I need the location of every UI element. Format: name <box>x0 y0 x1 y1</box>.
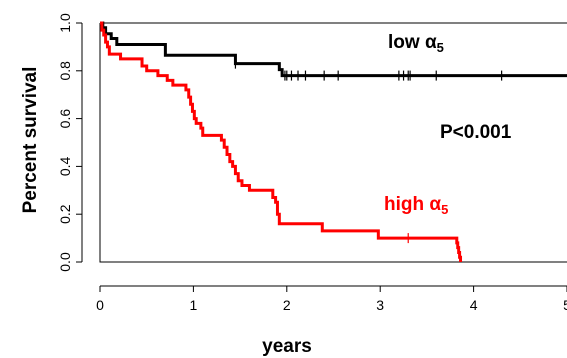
series-label-text: high α <box>384 194 441 215</box>
series-label-text: low α <box>388 32 437 53</box>
series-label: low α5 <box>388 32 444 55</box>
x-tick-label: 0 <box>96 297 104 313</box>
x-tick-label: 1 <box>190 297 198 313</box>
series-label-subscript: 5 <box>441 202 448 217</box>
series-label-subscript: 5 <box>437 40 444 55</box>
x-axis-label: years <box>262 336 312 357</box>
axes: 0 1 2 3 4 5 0.0 0.2 0.4 0.6 0.8 1.0 <box>57 13 567 313</box>
y-tick-label: 0.2 <box>57 204 73 224</box>
y-tick-label: 1.0 <box>57 13 73 33</box>
series-label: high α5 <box>384 194 448 217</box>
y-tick-label: 0.6 <box>57 109 73 129</box>
x-tick-label: 2 <box>283 297 291 313</box>
y-tick-label: 0.4 <box>57 156 73 176</box>
p-value-annotation: P<0.001 <box>440 122 512 143</box>
plot-frame <box>99 23 567 263</box>
y-tick-label: 0.0 <box>57 252 73 272</box>
x-tick-label: 3 <box>376 297 384 313</box>
y-tick-label: 0.8 <box>57 61 73 81</box>
x-tick-label: 5 <box>563 297 567 313</box>
survival-curve <box>100 21 463 262</box>
survival-curve <box>100 21 567 78</box>
x-tick-label: 4 <box>470 297 478 313</box>
y-axis-label: Percent survival <box>20 67 41 214</box>
